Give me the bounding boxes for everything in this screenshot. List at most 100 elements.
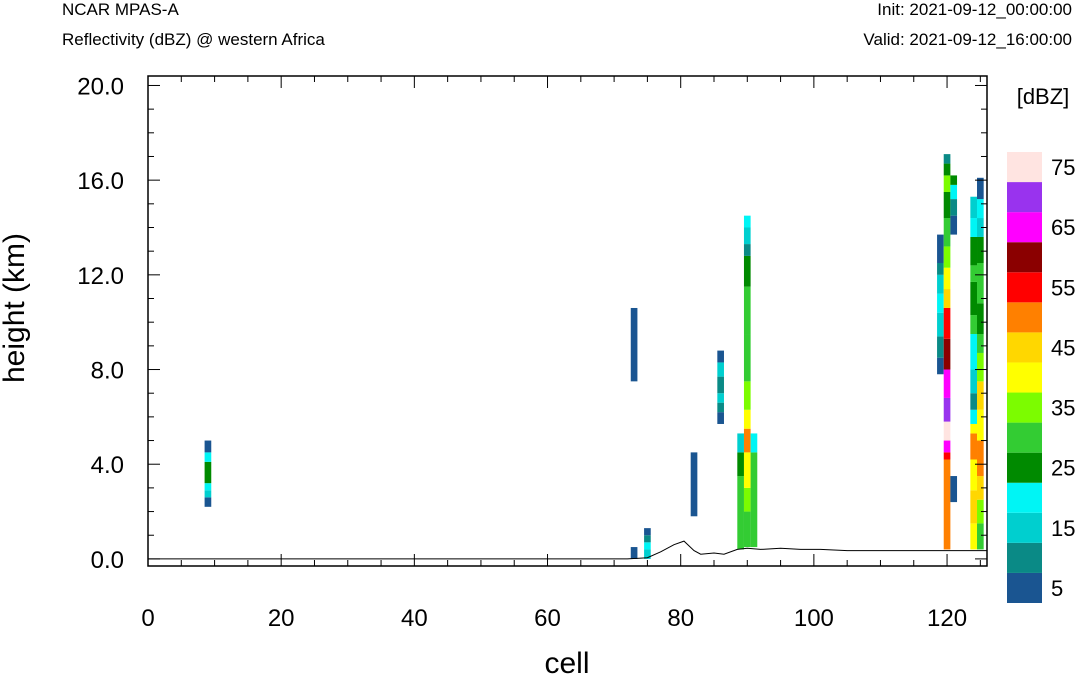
colorbar-swatch: [1007, 572, 1042, 603]
colorbar-swatch: [1007, 482, 1042, 513]
reflectivity-cell: [717, 362, 724, 377]
reflectivity-cell: [630, 307, 638, 382]
reflectivity-cell: [743, 511, 751, 548]
field-title: Reflectivity (dBZ) @ western Africa: [62, 30, 325, 49]
reflectivity-cell: [977, 177, 984, 200]
reflectivity-cell: [737, 433, 744, 453]
reflectivity-cell: [204, 483, 212, 491]
y-tick-label: 0.0: [91, 547, 124, 574]
reflectivity-cell: [950, 215, 958, 235]
reflectivity-cell: [943, 191, 951, 219]
y-axis-label: height (km): [0, 233, 31, 383]
reflectivity-cell: [943, 154, 951, 164]
reflectivity-cell: [743, 215, 751, 228]
y-tick-label: 8.0: [91, 358, 124, 385]
reflectivity-cell: [970, 315, 978, 335]
reflectivity-cell: [943, 459, 951, 550]
reflectivity-cell: [750, 452, 758, 548]
reflectivity-cell: [970, 393, 978, 410]
reflectivity-cell: [950, 476, 958, 503]
colorbar-swatch: [1007, 392, 1042, 423]
reflectivity-cell: [970, 523, 978, 550]
colorbar-label: 55: [1051, 275, 1075, 300]
reflectivity-cell: [977, 263, 984, 304]
colorbar-label: 25: [1051, 456, 1075, 481]
colorbar-swatch: [1007, 452, 1042, 483]
x-tick-label: 0: [141, 605, 154, 632]
reflectivity-cell: [750, 433, 758, 453]
reflectivity-cell: [743, 255, 751, 287]
colorbar-swatch: [1007, 272, 1042, 303]
colorbar: 5 15 25 35 45 55 65 75: [1007, 152, 1075, 603]
reflectivity-cell: [937, 357, 944, 375]
reflectivity-cell: [743, 409, 751, 429]
reflectivity-cell: [717, 376, 724, 394]
reflectivity-cell: [977, 523, 984, 550]
reflectivity-cell: [717, 350, 724, 363]
reflectivity-cell: [943, 246, 951, 268]
reflectivity-cell: [970, 409, 978, 424]
reflectivity-cell: [970, 459, 978, 491]
plot-frame: [147, 75, 988, 567]
colorbar-label: 65: [1051, 215, 1075, 240]
reflectivity-cell: [977, 381, 984, 410]
reflectivity-cell: [970, 433, 978, 460]
colorbar-label: 75: [1051, 155, 1075, 180]
reflectivity-cell: [943, 338, 951, 370]
reflectivity-cell: [204, 452, 212, 462]
reflectivity-cell: [743, 452, 751, 488]
reflectivity-cell: [970, 265, 978, 282]
valid-time: Valid: 2021-09-12_16:00:00: [863, 30, 1072, 49]
reflectivity-cell: [977, 499, 984, 524]
reflectivity-cell: [977, 334, 984, 353]
reflectivity-cell: [943, 440, 951, 453]
reflectivity-cell: [943, 218, 951, 247]
reflectivity-cell: [950, 184, 958, 200]
reflectivity-cell: [717, 393, 724, 403]
colorbar-swatch: [1007, 182, 1042, 213]
reflectivity-cell: [977, 440, 984, 477]
colorbar-unit: [dBZ]: [1017, 84, 1070, 109]
reflectivity-cell: [737, 452, 744, 477]
reflectivity-cell: [970, 281, 978, 316]
reflectivity-cell: [743, 244, 751, 256]
colorbar-label: 35: [1051, 396, 1075, 421]
reflectivity-cell: [977, 409, 984, 441]
x-axis-label: cell: [544, 647, 589, 677]
reflectivity-cell: [943, 397, 951, 422]
reflectivity-cell: [644, 535, 651, 543]
reflectivity-cell: [204, 440, 212, 453]
reflectivity-cell: [937, 293, 944, 313]
reflectivity-cell: [204, 497, 212, 507]
reflectivity-cell: [743, 286, 751, 335]
colorbar-swatch: [1007, 362, 1042, 393]
reflectivity-cell: [717, 412, 724, 424]
x-tick-label: 20: [268, 605, 295, 632]
reflectivity-cell: [970, 236, 978, 266]
reflectivity-cell: [943, 267, 951, 290]
reflectivity-cell: [743, 487, 751, 512]
reflectivity-cell: [743, 227, 751, 245]
x-tick-label: 100: [794, 605, 834, 632]
y-tick-label: 16.0: [77, 168, 124, 195]
x-tick-label: 60: [534, 605, 561, 632]
plot-border: [147, 75, 988, 567]
reflectivity-cell: [943, 307, 951, 339]
reflectivity-cell: [630, 547, 638, 559]
reflectivity-cell: [743, 381, 751, 410]
colorbar-swatch: [1007, 242, 1042, 273]
reflectivity-cell: [970, 334, 978, 370]
reflectivity-cell: [937, 312, 944, 337]
reflectivity-cell: [717, 402, 724, 413]
reflectivity-cell: [977, 303, 984, 335]
reflectivity-cell: [943, 163, 951, 176]
x-tick-label: 80: [667, 605, 694, 632]
reflectivity-cell: [644, 549, 651, 559]
reflectivity-cell: [937, 234, 944, 264]
colorbar-swatch: [1007, 422, 1042, 453]
reflectivity-cell: [204, 461, 212, 484]
reflectivity-cell: [737, 476, 744, 550]
reflectivity-cell: [943, 175, 951, 192]
reflectivity-cell: [977, 199, 984, 219]
